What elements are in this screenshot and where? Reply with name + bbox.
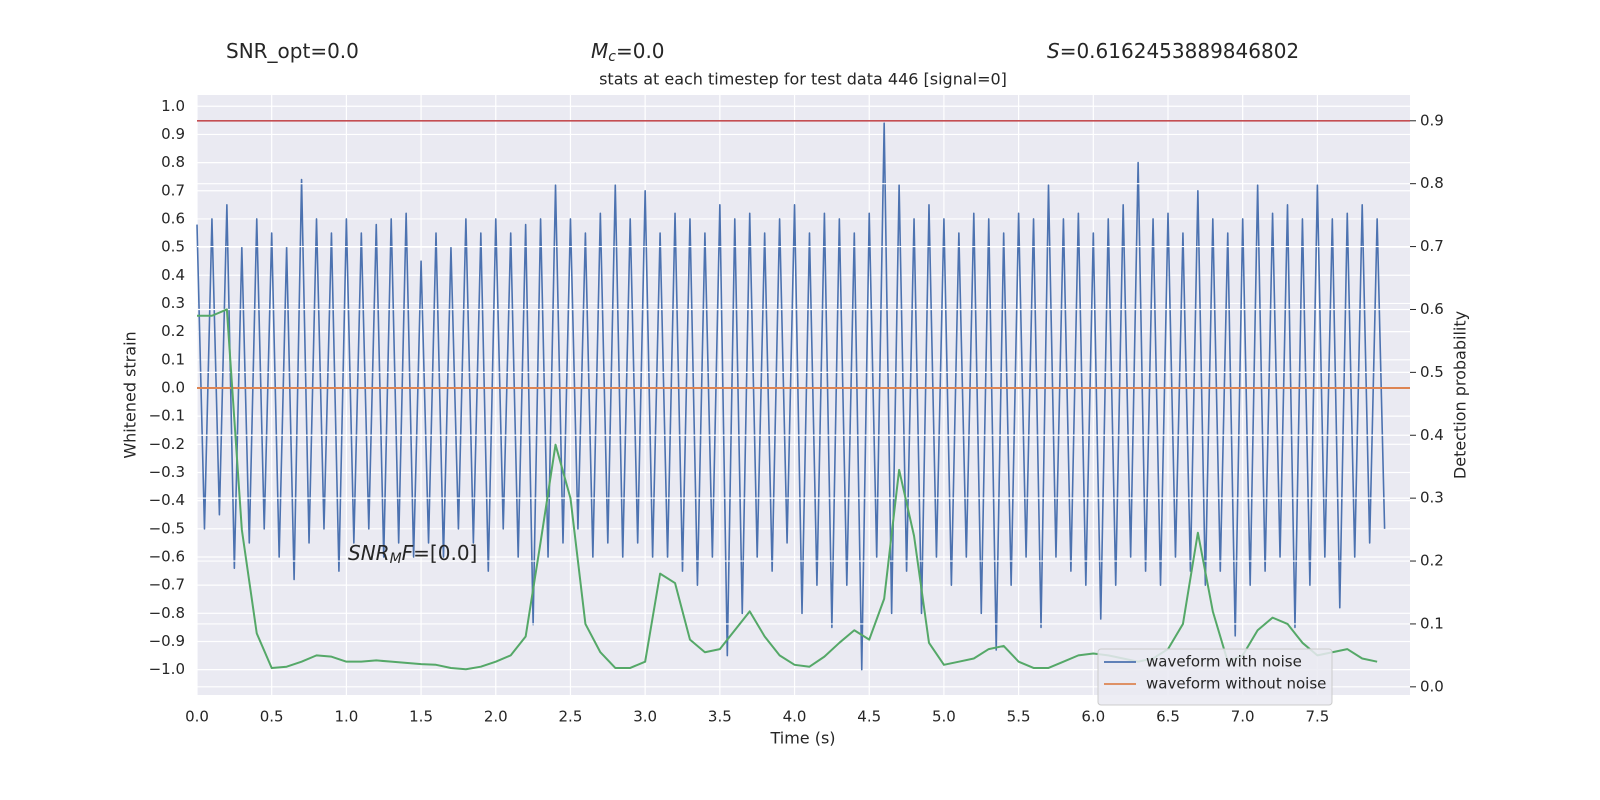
y2-tick-label: 0.1 — [1420, 614, 1444, 632]
series-line — [196, 122, 1386, 671]
y-tick-label: 0.9 — [161, 125, 185, 143]
annotation-part: S — [1047, 39, 1060, 63]
annotation: SNR_opt=0.0 — [226, 39, 359, 63]
y-tick-label: 0.2 — [161, 322, 185, 340]
y-tick-label: 0.7 — [161, 181, 185, 199]
x-tick-label: 7.0 — [1231, 708, 1255, 726]
y-tick-label: 1.0 — [161, 97, 185, 115]
annotation-part: =[0.0] — [413, 541, 477, 565]
plot-background — [197, 95, 1410, 695]
annotation-part: M — [390, 551, 402, 567]
x-tick-label: 0.5 — [260, 708, 284, 726]
y-tick-label: 0.1 — [161, 350, 185, 368]
annotation: S=0.6162453889846802 — [1047, 39, 1299, 63]
x-tick-label: 4.5 — [857, 708, 881, 726]
y-tick-label: 0.6 — [161, 209, 185, 227]
x-tick-label: 0.0 — [185, 708, 209, 726]
legend-label: waveform with noise — [1146, 653, 1302, 671]
y-tick-label: 0.8 — [161, 153, 185, 171]
annotation-part: F — [402, 541, 414, 565]
x-tick-label: 5.5 — [1007, 708, 1031, 726]
y-tick-label: −0.4 — [149, 491, 185, 509]
legend-box — [1097, 648, 1333, 706]
x-tick-label: 6.5 — [1156, 708, 1180, 726]
y-tick-label: −0.2 — [149, 435, 185, 453]
y-tick-label: −1.0 — [149, 660, 185, 678]
y2-tick-label: 0.5 — [1420, 363, 1444, 381]
annotation-part: c — [608, 49, 616, 65]
x-tick-label: 3.0 — [633, 708, 657, 726]
y2-tick-label: 0.2 — [1420, 552, 1444, 570]
annotation-part: SNR_opt=0.0 — [226, 39, 359, 63]
x-tick-label: 1.0 — [334, 708, 358, 726]
legend-label: waveform without noise — [1146, 675, 1326, 693]
y-tick-label: −0.6 — [149, 547, 185, 565]
y-tick-label: −0.3 — [149, 463, 185, 481]
x-axis-label: Time (s) — [769, 729, 835, 748]
annotation: Mc=0.0 — [591, 39, 665, 66]
annotation-part: SNR — [348, 541, 390, 565]
y2-tick-label: 0.4 — [1420, 426, 1444, 444]
y-tick-label: −0.1 — [149, 407, 185, 425]
y2-tick-label: 0.6 — [1420, 300, 1444, 318]
series-line — [197, 308, 1378, 671]
y-tick-label: 0.4 — [161, 266, 185, 284]
annotation-part: M — [591, 39, 608, 63]
x-tick-label: 5.0 — [932, 708, 956, 726]
x-tick-label: 6.0 — [1081, 708, 1105, 726]
y2-axis-label: Detection probability — [1451, 311, 1470, 479]
annotation-part: =0.0 — [616, 39, 665, 63]
y-tick-label: −0.8 — [149, 604, 185, 622]
chart-title: stats at each timestep for test data 446… — [599, 70, 1007, 89]
y2-tick-label: 0.0 — [1420, 677, 1444, 695]
x-tick-label: 3.5 — [708, 708, 732, 726]
y2-tick-label: 0.8 — [1420, 174, 1444, 192]
x-tick-label: 4.0 — [783, 708, 807, 726]
y-axis-label: Whitened strain — [121, 331, 140, 458]
annotation: SNRMF=[0.0] — [348, 541, 477, 568]
y-tick-label: 0.3 — [161, 294, 185, 312]
x-tick-label: 1.5 — [409, 708, 433, 726]
x-tick-label: 7.5 — [1305, 708, 1329, 726]
y2-tick-label: 0.7 — [1420, 237, 1444, 255]
y-tick-label: 0.5 — [161, 238, 185, 256]
y-tick-label: −0.9 — [149, 632, 185, 650]
y-tick-label: 0.0 — [161, 378, 185, 396]
x-tick-label: 2.5 — [559, 708, 583, 726]
x-tick-label: 2.0 — [484, 708, 508, 726]
y-tick-label: −0.5 — [149, 519, 185, 537]
y2-tick-label: 0.3 — [1420, 489, 1444, 507]
annotation-part: =0.6162453889846802 — [1060, 39, 1299, 63]
y2-tick-label: 0.9 — [1420, 111, 1444, 129]
y-tick-label: −0.7 — [149, 576, 185, 594]
